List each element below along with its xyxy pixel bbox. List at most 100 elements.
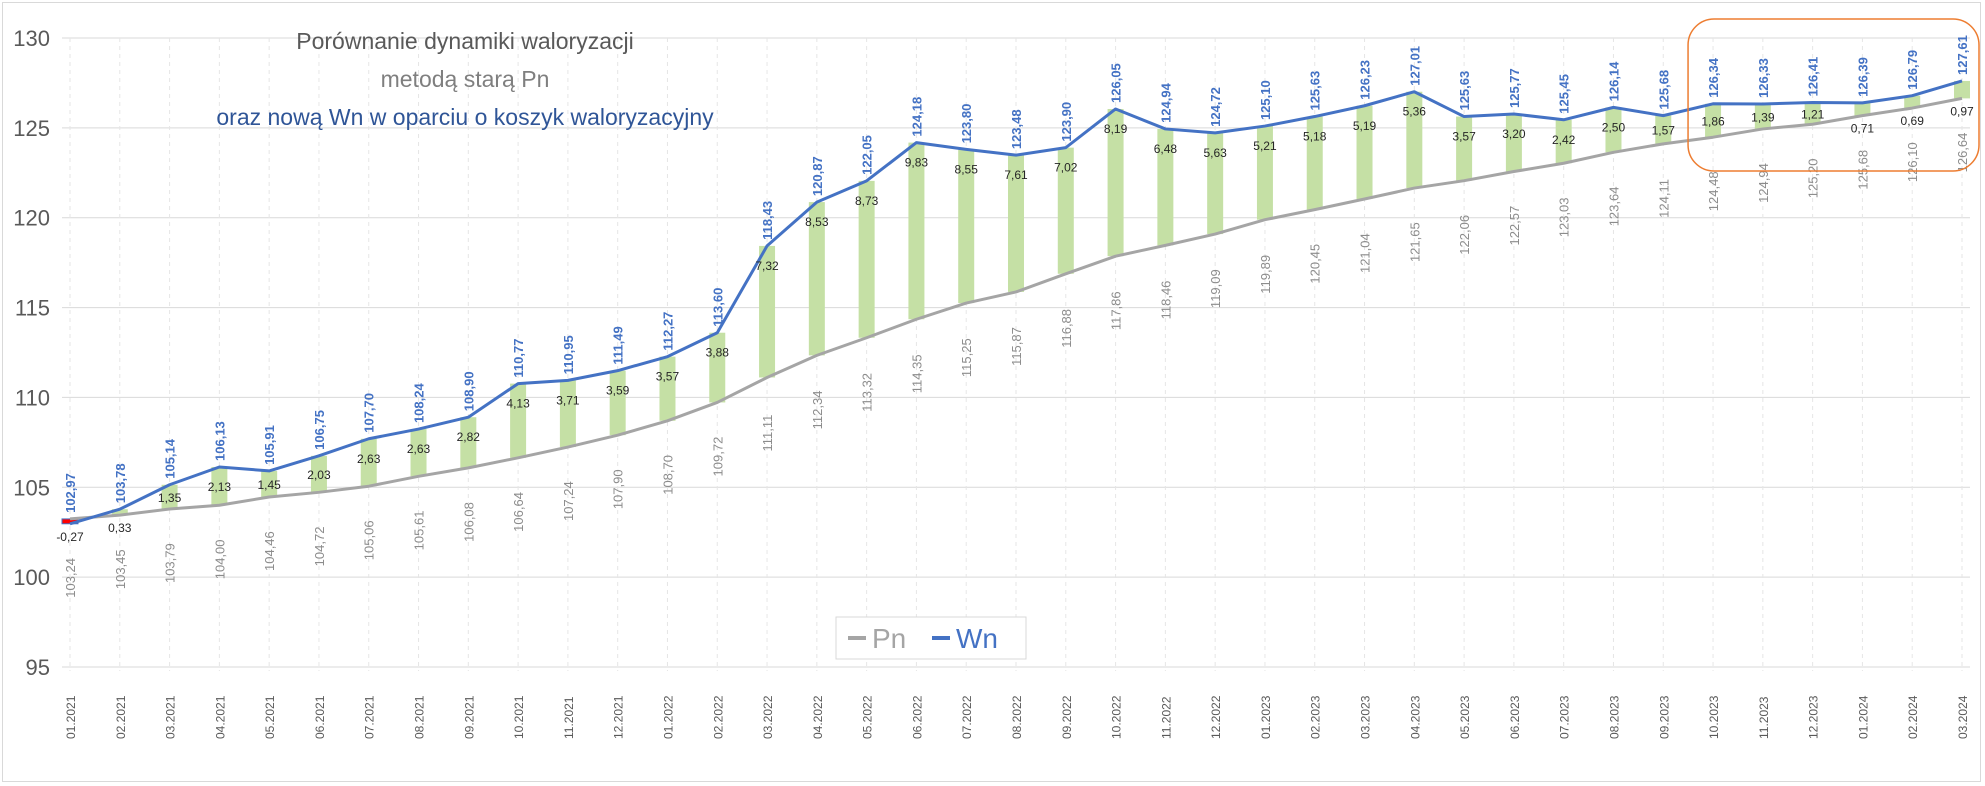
y-tick-label: 130 — [13, 26, 50, 51]
pn-data-label: 104,46 — [262, 531, 277, 571]
difference-data-label: 8,19 — [1104, 122, 1128, 136]
wn-data-label: 103,78 — [113, 463, 128, 503]
highlight-box — [1687, 18, 1980, 172]
difference-data-label: -0,27 — [56, 530, 84, 544]
pn-data-label: 104,72 — [312, 527, 327, 567]
wn-data-label: 108,90 — [461, 371, 476, 411]
x-tick-label: 02.2024 — [1906, 695, 1920, 739]
x-tick-label: 01.2024 — [1856, 695, 1870, 739]
x-tick-label: 02.2022 — [711, 695, 725, 739]
difference-bar — [1356, 105, 1373, 200]
wn-data-label: 127,01 — [1407, 46, 1422, 86]
x-tick-label: 09.2021 — [462, 695, 476, 739]
chart-title-line3: oraz nową Wn w oparciu o koszyk waloryza… — [216, 104, 714, 130]
difference-bar — [1904, 95, 1921, 109]
x-tick-label: 10.2021 — [512, 695, 526, 739]
wn-data-label: 102,97 — [63, 473, 78, 513]
wn-data-label: 124,18 — [909, 97, 924, 137]
wn-data-label: 125,77 — [1507, 68, 1522, 108]
x-tick-label: 04.2021 — [213, 695, 227, 739]
wn-data-label: 126,05 — [1109, 63, 1124, 103]
pn-data-label: 107,24 — [561, 481, 576, 521]
legend-pn-label: Pn — [872, 623, 906, 654]
difference-data-label: 8,53 — [805, 215, 829, 229]
y-tick-label: 110 — [15, 385, 50, 410]
x-tick-label: 05.2021 — [263, 695, 277, 739]
x-tick-label: 01.2023 — [1259, 695, 1273, 739]
pn-data-label: 103,45 — [113, 549, 128, 589]
difference-data-label: 1,86 — [1701, 114, 1725, 128]
difference-bar — [1854, 102, 1871, 116]
difference-bar — [360, 438, 377, 487]
pn-data-label: 112,34 — [810, 391, 825, 430]
difference-data-label: 0,97 — [1950, 104, 1974, 118]
wn-data-label: 122,05 — [860, 135, 875, 175]
pn-data-label: 118,46 — [1158, 281, 1173, 320]
difference-bar — [958, 149, 975, 304]
x-tick-label: 02.2021 — [114, 695, 128, 739]
difference-data-label: 5,63 — [1203, 146, 1227, 160]
pn-data-label: 122,06 — [1457, 215, 1472, 255]
wn-data-label: 125,63 — [1308, 71, 1323, 111]
difference-data-label: 2,50 — [1602, 120, 1626, 134]
difference-data-label: 2,63 — [357, 452, 381, 466]
x-tick-label: 11.2021 — [562, 696, 576, 739]
difference-data-label: 8,55 — [955, 162, 979, 176]
x-tick-label: 03.2023 — [1359, 695, 1373, 739]
difference-data-label: 3,57 — [656, 370, 680, 384]
series-line-wn — [69, 79, 1963, 526]
x-tick-label: 05.2023 — [1458, 695, 1472, 739]
difference-data-label: 8,73 — [855, 194, 879, 208]
wn-data-label: 124,72 — [1208, 87, 1223, 127]
pn-data-label: 109,72 — [710, 437, 725, 477]
wn-data-label: 120,87 — [810, 156, 825, 196]
difference-bar — [161, 484, 178, 510]
pn-data-label: 117,86 — [1109, 291, 1124, 330]
x-tick-label: 06.2023 — [1508, 695, 1522, 739]
difference-data-label: 1,57 — [1652, 124, 1676, 138]
wn-data-label: 126,23 — [1358, 60, 1373, 100]
wn-data-label: 106,13 — [212, 421, 227, 461]
difference-bar — [1655, 115, 1672, 144]
difference-bar — [211, 466, 228, 506]
pn-data-label: 123,64 — [1606, 187, 1621, 227]
y-tick-label: 95 — [26, 655, 50, 680]
x-tick-label: 08.2022 — [1010, 695, 1024, 739]
difference-data-label: 6,48 — [1154, 142, 1178, 156]
difference-bar — [1456, 116, 1473, 181]
difference-data-label: 1,35 — [158, 491, 182, 505]
wn-data-label: 123,90 — [1059, 102, 1074, 142]
difference-bar — [510, 383, 527, 458]
difference-data-label: 3,20 — [1502, 127, 1526, 141]
difference-bar — [1256, 126, 1273, 220]
pn-data-label: 115,87 — [1009, 327, 1024, 366]
difference-data-label: 5,19 — [1353, 119, 1377, 133]
difference-data-label: 2,63 — [407, 442, 431, 456]
difference-bar — [460, 417, 477, 468]
difference-data-label: 1,45 — [257, 478, 281, 492]
difference-bar — [808, 202, 825, 356]
pn-data-label: 124,11 — [1656, 179, 1671, 218]
x-tick-label: 04.2023 — [1408, 695, 1422, 739]
difference-data-label: 3,59 — [606, 384, 630, 398]
difference-bar — [1107, 108, 1124, 257]
difference-data-label: 1,39 — [1751, 110, 1775, 124]
wn-data-label: 106,75 — [312, 410, 327, 450]
difference-bar — [1705, 103, 1722, 138]
wn-data-label: 125,45 — [1557, 74, 1572, 114]
pn-data-label: 121,04 — [1358, 233, 1373, 273]
wn-data-label: 111,49 — [611, 326, 626, 364]
x-tick-label: 06.2022 — [910, 695, 924, 739]
wn-data-label: 124,94 — [1158, 82, 1173, 123]
y-tick-label: 125 — [13, 116, 50, 141]
pn-data-label: 125,68 — [1855, 150, 1870, 190]
x-tick-label: 12.2023 — [1807, 695, 1821, 739]
pn-data-label: 106,08 — [461, 502, 476, 542]
wn-data-label: 126,39 — [1855, 57, 1870, 97]
wn-data-label: 105,14 — [163, 438, 178, 479]
x-tick-label: 10.2023 — [1707, 695, 1721, 739]
pn-data-label: 115,25 — [959, 338, 974, 377]
difference-bar — [1555, 119, 1572, 164]
difference-bar — [1008, 155, 1024, 292]
difference-bar — [1804, 102, 1821, 125]
